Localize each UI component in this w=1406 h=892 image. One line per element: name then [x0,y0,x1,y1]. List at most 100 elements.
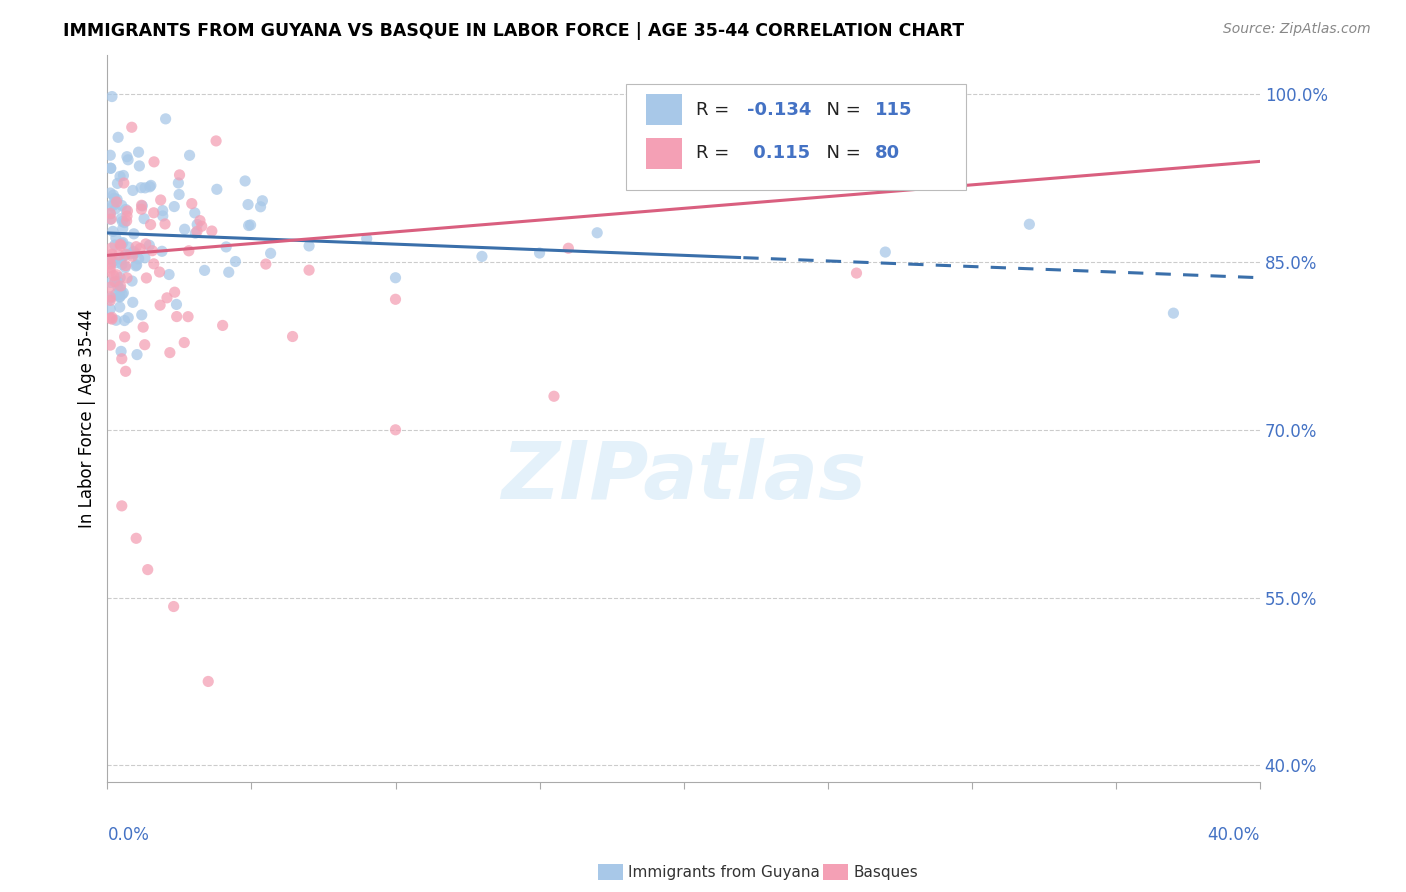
Point [1163,306,1185,320]
Point [111,257,134,271]
Point [108,169,131,184]
Point [104,202,127,216]
Point [111,221,134,235]
Point [529,246,551,260]
Point [134,181,156,195]
Point [384,423,406,437]
Point [104,274,127,288]
Point [252,194,274,208]
Point [169,168,191,182]
Point [114,249,136,263]
Point [98,311,121,326]
Point [142,206,165,220]
Point [121,274,143,288]
Point [110,279,132,293]
Point [132,211,155,226]
Point [167,187,190,202]
Point [131,198,153,212]
Point [103,188,125,202]
Point [98,212,121,227]
Point [356,232,378,246]
Point [125,259,148,273]
Point [143,154,166,169]
Point [98,293,121,308]
Point [105,193,128,207]
Point [108,237,131,252]
Point [157,268,180,282]
Point [163,285,186,300]
Point [218,265,240,279]
Point [205,182,228,196]
Text: 0.115: 0.115 [747,145,810,162]
Point [114,260,136,275]
Point [107,275,129,289]
Point [121,295,143,310]
Point [117,310,139,325]
Point [100,161,122,176]
Point [188,213,211,227]
Point [384,293,406,307]
Point [98,280,121,294]
Point [98,291,121,305]
Text: 0.0%: 0.0% [107,826,149,844]
Text: R =: R = [696,101,735,119]
Point [115,150,138,164]
Point [186,224,208,238]
Point [471,249,494,263]
Point [134,337,156,351]
Point [142,257,165,271]
Point [100,212,122,227]
Point [125,531,148,545]
Text: N =: N = [815,101,866,119]
Point [98,260,121,275]
Point [177,310,200,324]
Point [104,238,127,252]
Point [233,174,256,188]
Point [104,287,127,301]
Point [110,236,132,251]
Point [114,330,136,344]
Point [103,198,125,212]
Point [159,345,181,359]
Point [115,209,138,223]
Point [117,153,139,167]
Point [114,313,136,327]
Point [98,207,121,221]
Text: Basques: Basques [853,865,918,880]
Y-axis label: In Labor Force | Age 35-44: In Labor Force | Age 35-44 [79,309,96,528]
Point [98,206,121,220]
Point [112,169,135,183]
Point [197,674,219,689]
Point [108,289,131,303]
Point [114,202,136,217]
Point [98,252,121,267]
Point [107,130,129,145]
Point [111,235,134,250]
Point [114,259,136,273]
Text: -0.134: -0.134 [747,101,811,119]
Point [129,180,152,194]
Point [100,257,122,271]
Point [254,257,277,271]
Point [139,178,162,193]
Point [186,218,208,232]
Point [104,231,127,245]
Point [107,177,129,191]
Point [108,300,131,314]
Point [149,193,172,207]
Point [107,280,129,294]
Point [121,183,143,197]
Point [122,244,145,259]
Point [167,176,190,190]
Point [141,244,163,258]
Point [100,276,122,290]
Point [543,389,565,403]
Point [111,351,134,366]
Point [115,271,138,285]
Point [180,196,202,211]
Bar [645,95,682,125]
Point [150,244,173,259]
Point [98,252,121,266]
Point [190,219,212,234]
Point [111,287,134,301]
